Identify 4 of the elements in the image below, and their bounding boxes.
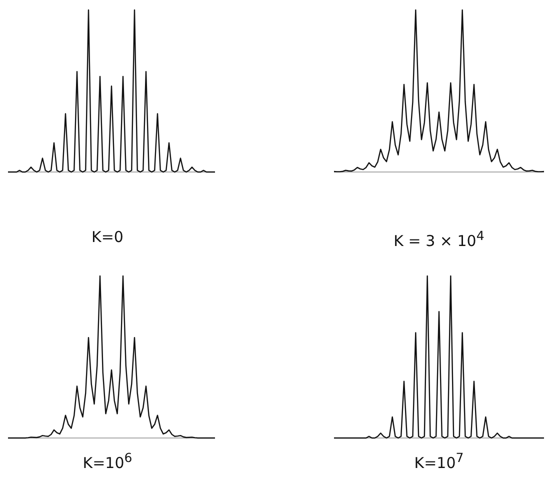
text: K=10$^{6}$ — [82, 450, 134, 472]
text: K=10$^{7}$ — [413, 450, 465, 472]
text: K = 3 × 10$^{4}$ — [392, 228, 486, 250]
text: K=0 — [90, 228, 124, 246]
